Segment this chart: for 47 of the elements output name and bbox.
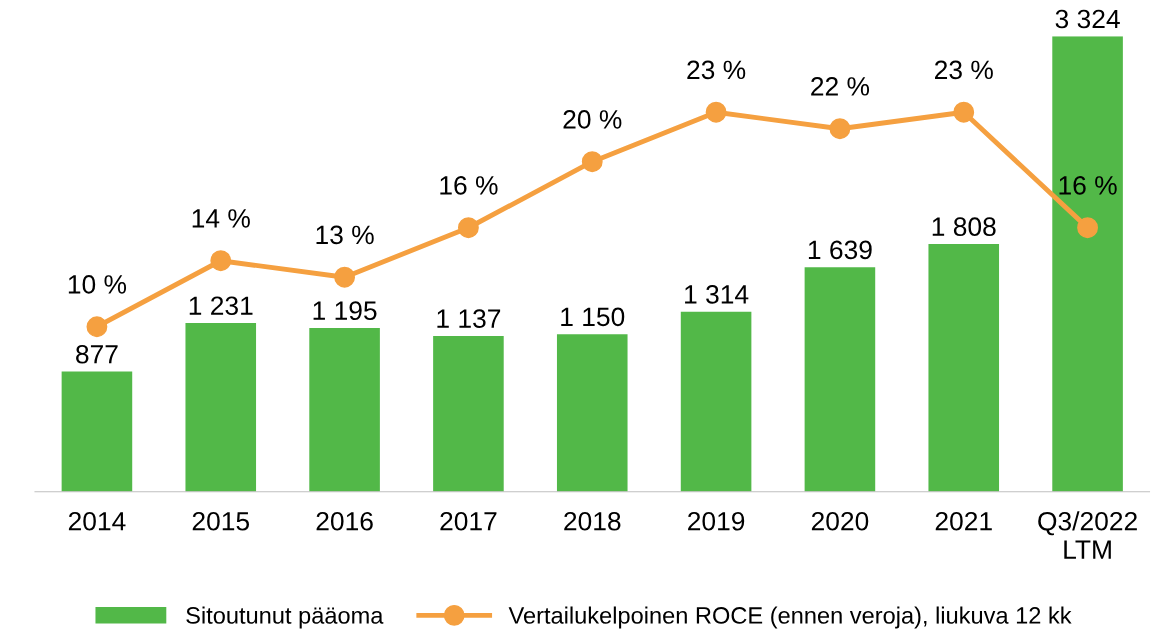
point: [705, 101, 727, 123]
legend-label: Vertailukelpoinen ROCE (ennen veroja), liukuva 12 kk: [508, 606, 1072, 629]
bar: [1052, 36, 1123, 492]
data-label: 14 %: [192, 209, 250, 228]
bar: [804, 267, 876, 492]
point: [953, 101, 975, 123]
x-tick-label: 2014: [68, 511, 126, 531]
x-tick-label: 2020: [811, 511, 869, 531]
x-tick-label: 2015: [192, 511, 250, 531]
data-label: 16 %: [440, 176, 498, 195]
x-tick-label: 2019: [688, 511, 745, 531]
data-label: 877: [76, 344, 118, 364]
point: [581, 151, 603, 173]
x-tick-label: 2021: [935, 511, 992, 531]
data-label: 1 195: [313, 301, 377, 321]
data-label: 1 150: [561, 307, 625, 327]
data-label: 1 808: [932, 217, 996, 237]
data-label: 1 639: [808, 240, 872, 260]
bar: [309, 328, 380, 492]
data-label: 23 %: [935, 60, 993, 80]
data-label: 22 %: [811, 77, 870, 96]
data-label: 1 137: [437, 309, 501, 328]
x-tick-label: 2017: [440, 511, 497, 531]
bar: [61, 371, 133, 492]
point: [1077, 217, 1098, 239]
data-label: 13 %: [316, 225, 374, 245]
x-tick-label: 2018: [564, 511, 621, 531]
bar: [556, 334, 628, 492]
point: [334, 266, 356, 288]
bar: [680, 311, 752, 492]
point: [458, 217, 479, 239]
data-label: 16 %: [1059, 176, 1117, 195]
x-tick-label: 2016: [316, 511, 373, 531]
x-tick-label: Q3/2022 LTM: [1038, 511, 1137, 559]
bar: [185, 323, 257, 492]
data-label: 10 %: [68, 275, 127, 294]
point: [86, 316, 108, 338]
point: [210, 250, 232, 272]
point: [829, 118, 851, 140]
bar: [928, 244, 1000, 492]
data-label: 23 %: [687, 60, 746, 80]
data-label: 1 231: [189, 296, 253, 316]
data-label: 3 324: [1055, 9, 1120, 29]
bar: [433, 335, 504, 492]
data-label: 20 %: [563, 110, 622, 129]
data-label: 1 314: [685, 285, 749, 304]
legend-label: Sitoutunut pääoma: [186, 606, 384, 629]
